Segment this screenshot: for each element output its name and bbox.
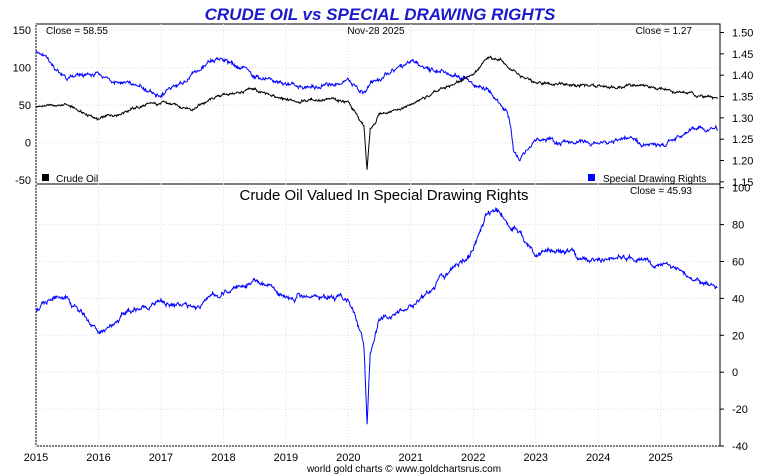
left-y-tick-label: 100 (13, 63, 31, 75)
chart-footer: world gold charts © www.goldchartsrus.co… (306, 464, 501, 475)
crude-oil-close-label: Close = 58.55 (46, 26, 108, 37)
x-tick-label: 2021 (399, 452, 423, 464)
left-y-tick-label: -50 (15, 175, 31, 187)
crude-oil-line (35, 55, 718, 170)
x-tick-label: 2024 (586, 452, 610, 464)
crude-oil-legend-label: Crude Oil (56, 174, 98, 185)
ratio-close-label: Close = 45.93 (630, 186, 692, 197)
top-panel-frame (35, 23, 721, 185)
x-tick-label: 2023 (523, 452, 547, 464)
left-y-tick-label: 50 (19, 100, 31, 112)
left-y-tick-label: 0 (25, 138, 31, 150)
series-lines (35, 49, 718, 425)
bottom-y-tick-label: -20 (732, 404, 748, 416)
bottom-y-tick-label: 40 (732, 293, 744, 305)
right-y-tick-label: 1.15 (732, 177, 753, 189)
grid-lines (35, 24, 720, 447)
bottom-panel-title: Crude Oil Valued In Special Drawing Righ… (239, 187, 528, 204)
right-y-tick-label: 1.25 (732, 134, 753, 146)
chart-title: CRUDE OIL vs SPECIAL DRAWING RIGHTS (205, 5, 556, 24)
axis-ticks: 2015 2016 2017 2018 2019 2020 2021 2022 2023 2024… (13, 25, 754, 464)
chart-date-label: Nov-28 2025 (347, 26, 405, 37)
crude-oil-legend-swatch (42, 174, 49, 181)
x-tick-label: 2017 (149, 452, 173, 464)
right-y-tick-label: 1.30 (732, 113, 753, 125)
sdr-close-label: Close = 1.27 (636, 26, 693, 37)
sdr-legend-label: Special Drawing Rights (603, 174, 706, 185)
x-tick-label: 2018 (211, 452, 235, 464)
left-y-tick-label: 150 (13, 25, 31, 37)
right-y-tick-label: 1.35 (732, 92, 753, 104)
right-y-tick-label: 1.40 (732, 70, 753, 82)
sdr-legend-swatch (588, 174, 595, 181)
x-tick-label: 2019 (274, 452, 298, 464)
sdr-line (35, 49, 718, 162)
bottom-y-tick-label: 20 (732, 330, 744, 342)
right-y-tick-label: 1.20 (732, 156, 753, 168)
ratio-line (35, 206, 718, 425)
x-tick-label: 2020 (336, 452, 360, 464)
x-tick-label: 2015 (24, 452, 48, 464)
right-y-tick-label: 1.45 (732, 49, 753, 61)
bottom-panel-frame (35, 183, 721, 447)
bottom-y-tick-label: 100 (732, 183, 750, 195)
right-y-tick-label: 1.50 (732, 28, 753, 40)
bottom-y-tick-label: 80 (732, 220, 744, 232)
x-tick-label: 2022 (461, 452, 485, 464)
bottom-y-tick-label: -40 (732, 441, 748, 453)
bottom-y-tick-label: 60 (732, 256, 744, 268)
bottom-y-tick-label: 0 (732, 367, 738, 379)
x-tick-label: 2016 (86, 452, 110, 464)
x-tick-label: 2025 (648, 452, 672, 464)
